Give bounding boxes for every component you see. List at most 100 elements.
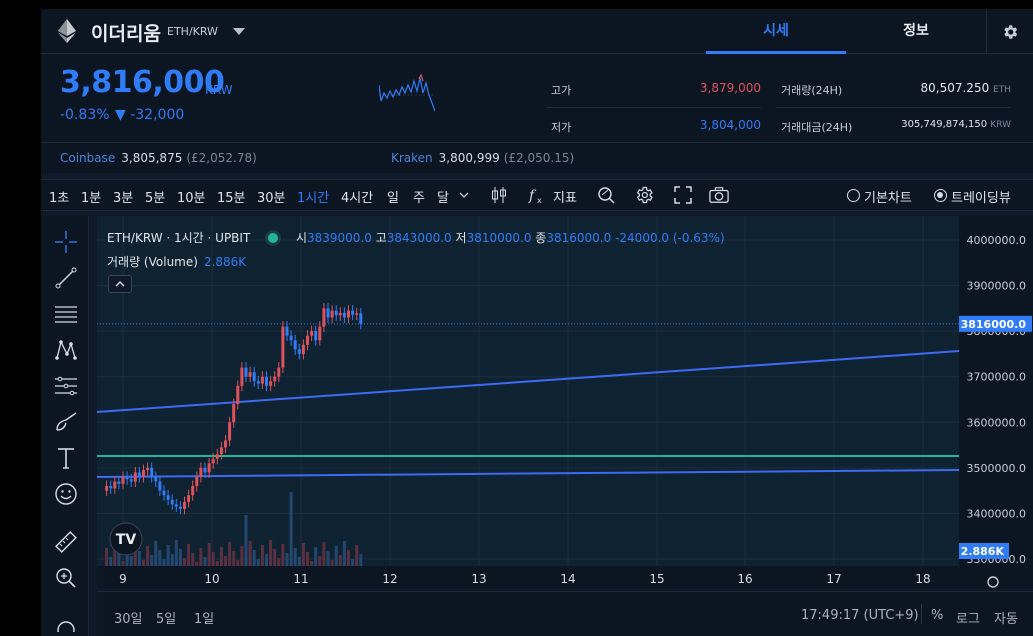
fullscreen-icon[interactable] [673,185,693,205]
candle-body [265,376,268,386]
low-value: 3,804,000 [699,118,761,132]
date-tick: 14 [560,572,575,586]
candle-body [342,312,346,318]
timeframe-1h[interactable]: 1시간 [297,191,330,206]
timeframe-5m[interactable]: 5분 [145,191,166,206]
magnet-icon[interactable] [54,618,78,632]
price-tick: 3600000.0 [967,416,1027,429]
volume-bar [170,554,174,566]
candle-body [129,479,133,482]
date-tick: 10 [204,572,219,586]
camera-icon[interactable] [709,185,729,205]
clock-timezone[interactable]: 17:49:17 (UTC+9) [801,608,919,623]
timeframe-3m[interactable]: 3분 [113,191,134,206]
text-tool-icon[interactable] [54,446,78,470]
volume-bar [347,550,350,566]
timeframe-1m[interactable]: 1분 [81,191,102,206]
price-tick: 3700000.0 [967,371,1027,384]
coin-header: 이더리움 ETH/KRW 시세 정보 [41,9,1033,54]
candle-body [285,326,289,336]
trend-line-icon[interactable] [54,266,78,290]
auto-toggle[interactable]: 자동 [994,612,1018,627]
candle-body [121,476,125,484]
candle-body [174,504,178,507]
candle-body [166,495,170,500]
percent-toggle[interactable]: % [931,608,944,623]
zoom-in-icon[interactable] [54,566,78,590]
timeframe-day[interactable]: 일 [387,191,399,206]
trend-line-lower [97,469,960,478]
crosshair-icon[interactable] [54,230,78,254]
timeframe-1s[interactable]: 1초 [49,191,70,206]
pattern-icon[interactable] [54,338,78,362]
more-chevron-down-icon[interactable] [459,190,469,200]
tab-info[interactable]: 정보 [903,23,929,39]
candle-body [133,472,137,482]
candle-type-icon[interactable] [489,185,509,205]
volume-bar [162,559,166,566]
date-tick: 11 [293,572,308,586]
volume-bar [306,552,309,566]
fib-lines-icon[interactable] [54,302,78,326]
volume-bar [289,492,293,566]
volume-bar [265,554,268,566]
volume-bar [322,542,326,566]
volume-bar [224,556,227,566]
candle-body [244,367,248,377]
candle-body [207,463,211,473]
legend-collapse-button[interactable] [108,275,132,293]
ruler-icon[interactable] [54,530,78,554]
volume-bar [166,545,170,566]
divider [921,604,922,624]
range-1d[interactable]: 1일 [194,612,215,627]
candle-body [273,376,277,382]
candle-body [191,486,195,496]
timeframe-30m[interactable]: 30분 [257,191,286,206]
candle-body [146,467,150,471]
divider [776,107,1011,108]
chart-settings-gear-icon[interactable] [634,185,654,205]
tab-price[interactable]: 시세 [706,9,846,54]
date-tick: 13 [471,572,486,586]
drawing-tool-icon[interactable] [596,185,616,205]
candle-body [137,472,141,477]
coin-pair: ETH/KRW [167,25,218,38]
price-panel: 3,816,000 KRW -0.83% ▼ -32,000 고가 3,879,… [41,55,1033,143]
forecast-icon[interactable] [54,374,78,398]
trading-view-radio[interactable] [934,189,947,202]
timeframe-month[interactable]: 달 [437,191,449,206]
sparkline-chart [379,73,435,112]
volume-bar [142,560,145,566]
emoji-icon[interactable] [54,482,78,506]
range-30d[interactable]: 30일 [114,612,143,627]
candle-body [228,422,232,441]
volume-bar [244,515,248,566]
volume-bar [133,542,137,566]
volume-bar [252,550,256,566]
timeframe-week[interactable]: 주 [413,191,425,206]
log-toggle[interactable]: 로그 [956,612,980,627]
brush-icon[interactable] [54,410,78,434]
volume-bar [137,551,141,566]
timeframe-15m[interactable]: 15분 [217,191,246,206]
indicator-button[interactable]: 지표 [553,191,577,206]
timeframe-4h[interactable]: 4시간 [341,191,374,206]
volume-bar [178,549,182,566]
volume-bar [207,543,211,566]
candle-body [310,331,314,336]
svg-text:x: x [537,196,542,205]
volume-bar [117,552,121,566]
timeframe-10m[interactable]: 10분 [177,191,206,206]
chart-bottom-bar: 30일 5일 1일 17:49:17 (UTC+9) % 로그 자동 [97,591,1033,636]
coin-select-chevron-down-icon[interactable] [233,28,245,35]
candle-body [199,467,203,477]
exchange-coinbase: Coinbase 3,805,875 (£2,052.78) [60,151,257,165]
volume-bar [334,546,338,566]
candle-body [162,490,166,496]
price-tick: 3500000.0 [967,462,1027,475]
range-5d[interactable]: 5일 [156,612,177,627]
basic-chart-radio[interactable] [847,189,860,202]
price-chart[interactable]: 4000000.03900000.03800000.03700000.03600… [97,216,1033,589]
settings-button[interactable] [986,9,1033,54]
